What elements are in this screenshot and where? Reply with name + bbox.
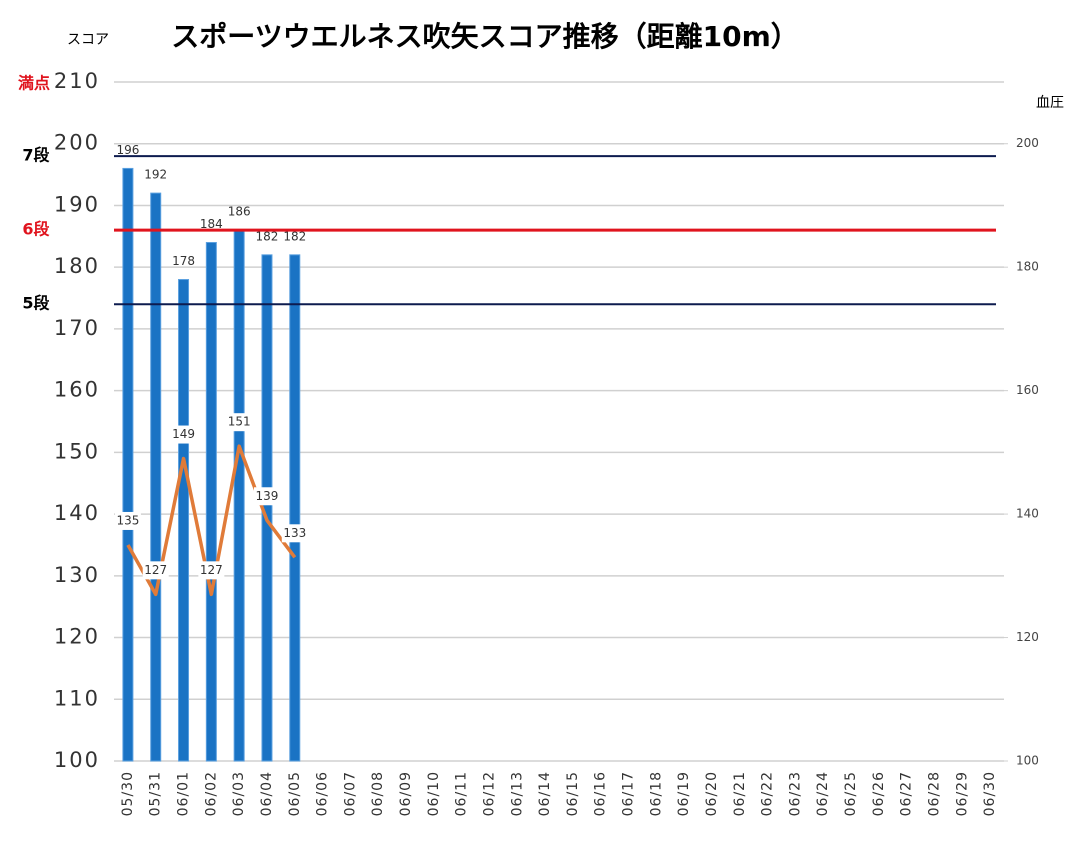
y-tick-label: 180 xyxy=(54,254,100,278)
y-tick-label: 140 xyxy=(54,501,100,525)
line-value-label: 133 xyxy=(283,526,306,540)
x-tick-label: 06/06 xyxy=(315,771,331,816)
x-tick-label: 06/11 xyxy=(454,771,470,816)
x-tick-label: 06/10 xyxy=(426,771,442,816)
x-tick-label: 06/13 xyxy=(509,771,525,816)
reference-label: 7段 xyxy=(22,146,50,165)
x-tick-label: 06/28 xyxy=(926,771,942,816)
y-tick-label: 100 xyxy=(54,748,100,772)
y-tick-label: 200 xyxy=(54,131,100,155)
x-tick-label: 06/26 xyxy=(871,771,887,816)
bar xyxy=(178,279,190,762)
annotation: 満点 xyxy=(18,74,50,93)
x-tick-label: 06/29 xyxy=(954,771,970,816)
bar-value-label: 196 xyxy=(116,143,139,157)
chart-title: スポーツウエルネス吹矢スコア推移（距離10m） xyxy=(171,20,799,53)
x-tick-label: 06/24 xyxy=(815,771,831,816)
x-tick-label: 06/08 xyxy=(370,771,386,816)
line-label-box xyxy=(170,425,197,444)
y2-tick-label: 180 xyxy=(1016,260,1039,274)
line-label-box xyxy=(114,511,141,530)
line-label-box xyxy=(226,413,253,432)
x-tick-label: 06/01 xyxy=(176,771,192,816)
bar-value-label: 182 xyxy=(256,229,279,243)
bar xyxy=(122,167,134,762)
line-value-label: 127 xyxy=(200,563,223,577)
x-tick-label: 06/30 xyxy=(982,771,998,816)
y-tick-label: 110 xyxy=(54,686,100,710)
y2-tick-label: 100 xyxy=(1016,754,1039,768)
y-tick-label: 160 xyxy=(54,378,100,402)
bar xyxy=(150,192,162,762)
line xyxy=(126,444,297,597)
x-tick-label: 06/05 xyxy=(287,771,303,816)
x-tick-label: 06/03 xyxy=(231,771,247,816)
x-tick-label: 06/25 xyxy=(843,771,859,816)
bar xyxy=(289,254,301,762)
bar-value-label: 186 xyxy=(228,205,251,219)
bar-value-label: 178 xyxy=(172,254,195,268)
x-tick-label: 06/16 xyxy=(593,771,609,816)
x-tick-label: 06/22 xyxy=(760,771,776,816)
bar xyxy=(233,229,245,762)
line-value-label: 139 xyxy=(256,489,279,503)
x-tick-label: 06/07 xyxy=(342,771,358,816)
y-tick-label: 190 xyxy=(54,192,100,216)
line-value-label: 151 xyxy=(228,415,251,429)
y2-tick-label: 140 xyxy=(1016,507,1039,521)
line-label-box xyxy=(281,524,308,543)
x-tick-label: 06/14 xyxy=(537,771,553,816)
x-tick-label: 06/21 xyxy=(732,771,748,816)
x-tick-label: 06/02 xyxy=(203,771,219,816)
bar-value-label: 192 xyxy=(144,168,167,182)
y2-tick-label: 120 xyxy=(1016,630,1039,644)
line-value-label: 135 xyxy=(116,513,139,527)
x-tick-label: 06/04 xyxy=(259,771,275,816)
bar xyxy=(205,241,217,762)
y2-tick-label: 200 xyxy=(1016,136,1039,150)
line-label-box xyxy=(253,487,280,506)
y2-tick-label: 160 xyxy=(1016,383,1039,397)
x-tick-label: 06/12 xyxy=(481,771,497,816)
reference-label: 6段 xyxy=(22,220,50,239)
line-label-box xyxy=(198,561,225,580)
x-tick-label: 06/17 xyxy=(621,771,637,816)
x-tick-label: 06/09 xyxy=(398,771,414,816)
x-tick-label: 06/23 xyxy=(787,771,803,816)
line-value-label: 127 xyxy=(144,563,167,577)
y-tick-label: 130 xyxy=(54,563,100,587)
x-tick-label: 05/30 xyxy=(120,771,136,816)
y2-axis-label: 血圧 xyxy=(1036,95,1064,111)
line-label-box xyxy=(142,561,169,580)
x-tick-label: 05/31 xyxy=(148,771,164,816)
x-tick-label: 06/27 xyxy=(899,771,915,816)
x-tick-label: 06/18 xyxy=(648,771,664,816)
x-tick-label: 06/15 xyxy=(565,771,581,816)
y-tick-label: 170 xyxy=(54,316,100,340)
x-tick-label: 06/20 xyxy=(704,771,720,816)
y-tick-label: 120 xyxy=(54,625,100,649)
line-value-label: 149 xyxy=(172,427,195,441)
y-axis-label: スコア xyxy=(67,32,109,48)
bar-value-label: 182 xyxy=(283,229,306,243)
x-tick-label: 06/19 xyxy=(676,771,692,816)
y-tick-label: 150 xyxy=(54,439,100,463)
bar-value-label: 184 xyxy=(200,217,223,231)
reference-label: 5段 xyxy=(22,294,50,313)
y-tick-label: 210 xyxy=(54,69,100,93)
